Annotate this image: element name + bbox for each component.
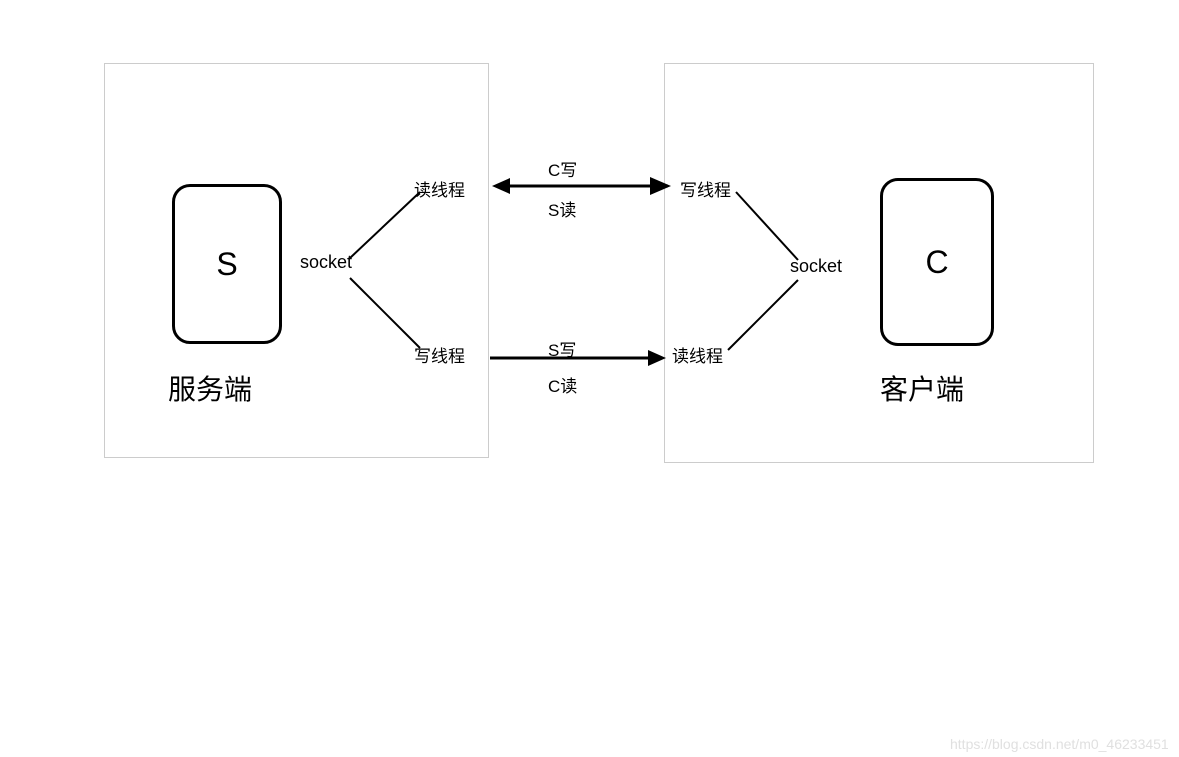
server-letter: S [216, 246, 237, 283]
read-thread-left-label: 读线程 [414, 176, 465, 201]
write-thread-right-label: 写线程 [680, 176, 731, 201]
c-read-label: C读 [548, 372, 577, 397]
write-thread-left-label: 写线程 [414, 342, 465, 367]
client-title: 客户端 [880, 368, 964, 408]
server-panel [104, 63, 489, 458]
socket-left-label: socket [300, 252, 352, 273]
client-panel [664, 63, 1094, 463]
read-thread-right-label: 读线程 [672, 342, 723, 367]
watermark-text: https://blog.csdn.net/m0_46233451 [950, 736, 1169, 752]
socket-right-label: socket [790, 256, 842, 277]
server-node: S [172, 184, 282, 344]
client-node: C [880, 178, 994, 346]
server-title: 服务端 [168, 368, 252, 408]
c-write-label: C写 [548, 156, 577, 181]
s-read-label: S读 [548, 196, 576, 221]
s-write-label: S写 [548, 336, 576, 361]
client-letter: C [925, 244, 948, 281]
